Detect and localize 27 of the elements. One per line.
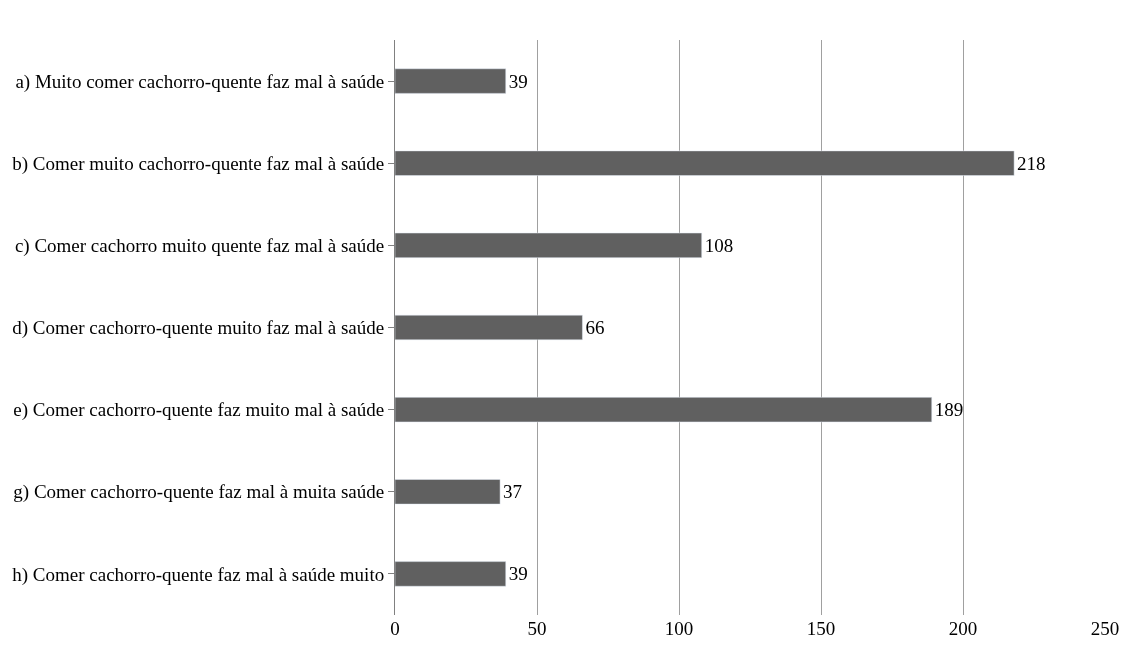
bar [395, 561, 507, 587]
y-tick-label: c) Comer cachorro muito quente faz mal à saúde [14, 235, 385, 258]
x-tick-label: 150 [806, 618, 836, 639]
y-tick-label: e) Comer cachorro-quente faz muito mal à saúde [13, 399, 385, 422]
y-tick-label: h) Comer cachorro-quente faz mal à saúde muito [12, 563, 385, 586]
data-label: 189 [934, 399, 964, 421]
y-tick-label: g) Comer cachorro-quente faz mal à muita saúde [13, 481, 385, 504]
x-tick-label: 50 [527, 618, 547, 639]
x-tick-label: 0 [390, 618, 400, 639]
bar [395, 232, 702, 258]
bar [395, 397, 933, 423]
data-label: 218 [1017, 152, 1046, 174]
bar [395, 68, 507, 94]
data-label: 37 [503, 481, 523, 503]
bar [395, 150, 1015, 176]
x-tick-label: 250 [1090, 618, 1120, 639]
data-label: 108 [704, 234, 734, 256]
data-label: 39 [508, 563, 528, 585]
y-tick-label: a) Muito comer cachorro-quente faz mal à saúde [15, 70, 385, 93]
bar [395, 314, 583, 341]
data-label: 39 [508, 70, 528, 92]
bar [395, 479, 501, 505]
x-tick-label: 100 [664, 618, 694, 639]
y-tick-label: d) Comer cachorro-quente muito faz mal à saúde [12, 317, 385, 340]
y-tick-label: b) Comer muito cachorro-quente faz mal à saúde [12, 152, 385, 175]
data-label: 66 [585, 317, 605, 338]
x-tick-label: 200 [948, 618, 978, 639]
